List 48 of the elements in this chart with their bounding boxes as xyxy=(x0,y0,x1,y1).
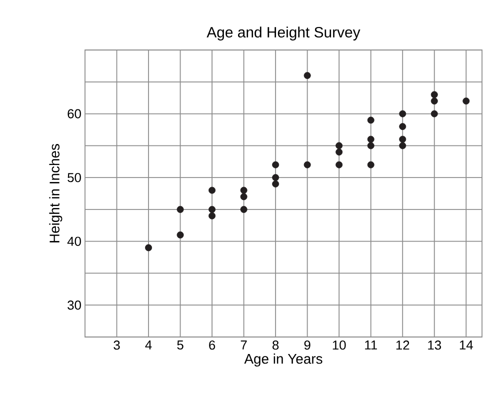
chart-title: Age and Height Survey xyxy=(206,26,360,40)
point xyxy=(462,98,470,105)
y-axis-title: Height in Inches xyxy=(49,144,62,242)
point xyxy=(336,142,343,150)
point xyxy=(272,174,280,182)
y-tick-label: 50 xyxy=(68,172,81,182)
point xyxy=(399,123,406,130)
point xyxy=(399,142,406,150)
point xyxy=(304,72,311,79)
point xyxy=(304,161,311,168)
point xyxy=(430,98,438,105)
point xyxy=(336,161,343,168)
point xyxy=(367,136,374,143)
point xyxy=(430,110,438,118)
x-tick-label: 12 xyxy=(396,340,410,350)
point xyxy=(367,142,374,150)
point xyxy=(430,91,438,98)
point xyxy=(176,206,184,213)
x-tick-label: 10 xyxy=(332,340,346,350)
x-tick-label: 4 xyxy=(145,340,152,350)
point xyxy=(367,116,374,124)
point xyxy=(208,206,216,213)
point xyxy=(240,206,248,213)
y-tick-label: 40 xyxy=(67,236,81,246)
x-tick-label: 6 xyxy=(209,340,216,350)
point xyxy=(367,161,374,168)
x-tick-label: 7 xyxy=(240,340,247,350)
y-tick-label: 30 xyxy=(68,300,81,310)
point xyxy=(240,193,248,200)
x-tick-label: 5 xyxy=(177,340,184,350)
point xyxy=(176,231,184,238)
x-tick-label: 9 xyxy=(304,340,310,350)
point xyxy=(399,110,406,118)
x-tick-label: 11 xyxy=(365,340,377,350)
x-tick-label: 8 xyxy=(272,340,279,350)
y-tick-label: 60 xyxy=(68,109,81,118)
point xyxy=(208,186,216,194)
point xyxy=(208,212,216,220)
x-tick-label: 13 xyxy=(428,340,442,350)
x-tick-label: 3 xyxy=(114,340,120,350)
x-tick-label: 14 xyxy=(460,340,473,350)
x-axis-title: Age in Years xyxy=(244,354,322,367)
point xyxy=(336,148,343,156)
point xyxy=(272,180,280,188)
point xyxy=(399,136,406,143)
point xyxy=(145,244,152,252)
point xyxy=(272,161,280,168)
point xyxy=(240,186,248,194)
